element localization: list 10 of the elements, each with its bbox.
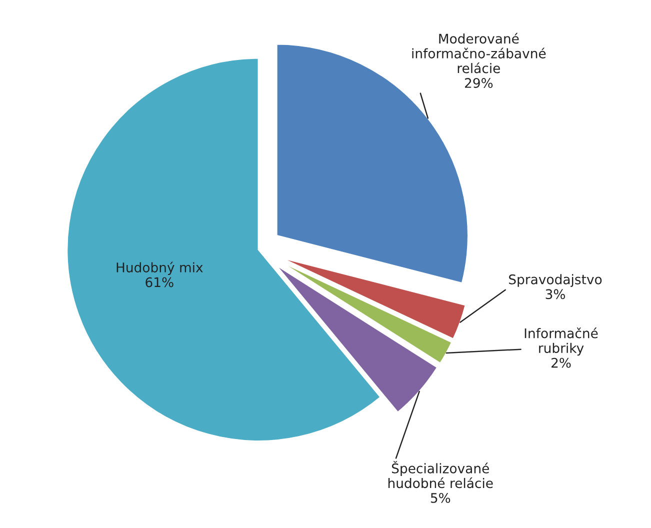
slice-label: Špecializované hudobné relácie xyxy=(388,460,493,488)
data-label: 5% xyxy=(430,492,450,503)
slice-label: Moderované informačno-zábavné relácie xyxy=(412,32,546,74)
slice-label: Informačné rubriky xyxy=(524,328,598,356)
slice-label: Spravodajstvo xyxy=(509,274,602,287)
data-label: 2% xyxy=(552,358,571,368)
slice-label: Hudobný mix xyxy=(116,262,203,275)
data-label: 29% xyxy=(464,78,493,88)
data-label: 3% xyxy=(546,289,566,300)
data-label: 61% xyxy=(146,277,174,288)
